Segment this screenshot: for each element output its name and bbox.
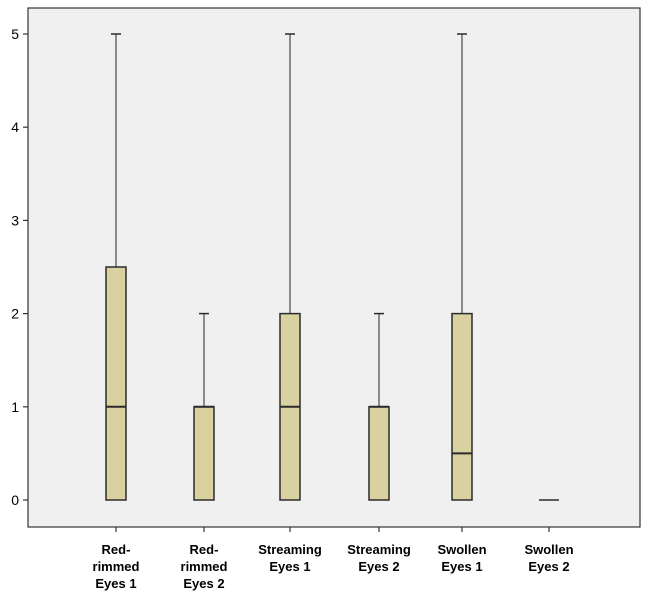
y-tick-label: 2 bbox=[11, 306, 19, 322]
x-category-label: Red-rimmed Eyes 1 bbox=[93, 542, 140, 591]
x-category-label-line: Eyes 2 bbox=[358, 559, 399, 574]
plot-area bbox=[27, 7, 641, 528]
y-axis: 0 1 2 3 4 5 bbox=[11, 26, 28, 508]
iqr-box bbox=[451, 312, 473, 501]
x-category-label-line: Streaming bbox=[258, 542, 322, 557]
x-category-label: Swollen Eyes 2 bbox=[524, 542, 573, 574]
box-group bbox=[105, 33, 127, 532]
box-group bbox=[368, 312, 390, 532]
iqr-box bbox=[368, 406, 390, 501]
boxes bbox=[105, 33, 559, 532]
box-group bbox=[539, 499, 559, 532]
x-category-label: Streaming Eyes 2 bbox=[347, 542, 411, 574]
x-category-label-line: Red- bbox=[102, 542, 131, 557]
x-category-label: Streaming Eyes 1 bbox=[258, 542, 322, 574]
x-category-label-line: Eyes 1 bbox=[95, 576, 136, 591]
x-category-label-line: Eyes 2 bbox=[183, 576, 224, 591]
x-category-label: Swollen Eyes 1 bbox=[437, 542, 486, 574]
x-category-label-line: Eyes 1 bbox=[269, 559, 310, 574]
box-group bbox=[193, 312, 215, 532]
iqr-box bbox=[105, 266, 127, 501]
box-group bbox=[279, 33, 301, 532]
box-group bbox=[451, 33, 473, 532]
x-category-label-line: Swollen bbox=[524, 542, 573, 557]
y-tick-label: 3 bbox=[11, 212, 19, 228]
y-tick-label: 5 bbox=[11, 26, 19, 42]
x-category-label-line: rimmed bbox=[181, 559, 228, 574]
x-category-label-line: rimmed bbox=[93, 559, 140, 574]
y-tick-label: 4 bbox=[11, 119, 19, 135]
x-category-label-line: Eyes 2 bbox=[528, 559, 569, 574]
x-category-label-line: Red- bbox=[190, 542, 219, 557]
x-category-label: Red-rimmed Eyes 2 bbox=[181, 542, 228, 591]
x-category-label-line: Swollen bbox=[437, 542, 486, 557]
x-category-label-line: Eyes 1 bbox=[441, 559, 482, 574]
iqr-box bbox=[193, 406, 215, 501]
x-category-label-line: Streaming bbox=[347, 542, 411, 557]
y-tick-label: 0 bbox=[11, 492, 19, 508]
y-tick-label: 1 bbox=[11, 399, 19, 415]
